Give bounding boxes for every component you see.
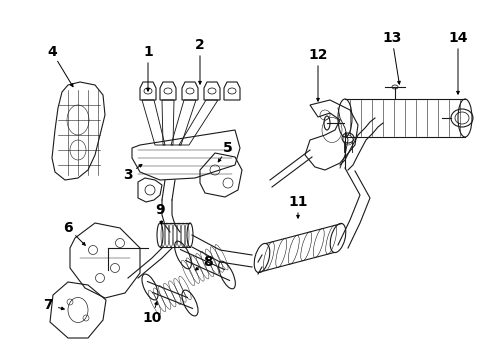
Text: 3: 3	[123, 168, 133, 182]
Text: 9: 9	[155, 203, 165, 217]
Text: 13: 13	[382, 31, 402, 45]
Text: 14: 14	[448, 31, 468, 45]
Text: 12: 12	[308, 48, 328, 62]
Text: 7: 7	[43, 298, 53, 312]
Text: 2: 2	[195, 38, 205, 52]
Text: 1: 1	[143, 45, 153, 59]
Text: 5: 5	[223, 141, 233, 155]
Text: 6: 6	[63, 221, 73, 235]
Text: 10: 10	[142, 311, 162, 325]
Text: 4: 4	[47, 45, 57, 59]
Text: 8: 8	[203, 255, 213, 269]
Text: 11: 11	[288, 195, 308, 209]
